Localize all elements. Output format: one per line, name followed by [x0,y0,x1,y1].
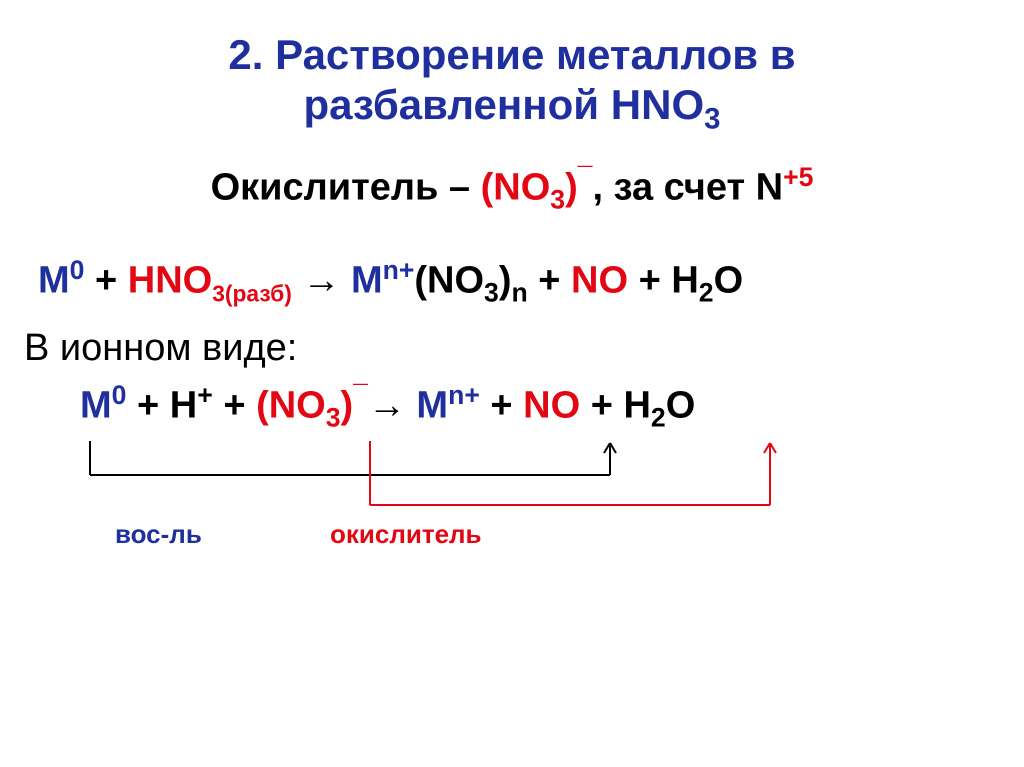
eq1-no3-n: n [511,278,527,308]
title-line2: разбавленной HNO [304,81,705,128]
eq2-no3-close: ) [341,384,354,426]
oxidizer-formula-sup: ¯ [578,162,593,192]
oxidizer-tail: за счет N [614,167,784,209]
oxidizer-definition: Окислитель – (NO3)¯, за счет N+5 [20,162,1004,215]
eq2-mn-sup: n+ [448,380,480,410]
eq1-plus3: + H [628,260,699,302]
oxidizer-comma: , [592,167,613,209]
eq2-h2o-o: O [666,384,696,426]
eq2-plus1: + H [137,384,197,426]
oxidizer-formula-open: (NO [481,167,551,209]
title-line1: 2. Растворение металлов в [228,31,795,78]
oxidizer-formula-sub: 3 [550,184,565,214]
eq1-m: M [38,260,70,302]
ionic-label: В ионном виде: [20,327,1004,370]
label-reducer: вос-ль [115,519,202,550]
eq1-h2o-2: 2 [699,278,714,308]
title-sub: 3 [704,103,720,136]
equation-ionic: M0 + H+ + (NO3)¯→ Mn+ + NO + H2O [20,380,1004,433]
oxidizer-formula-close: ) [565,167,578,209]
eq1-no3-close: ) [499,260,512,302]
eq2-plus4: + H [580,384,651,426]
eq2-no3-open: (NO [256,384,326,426]
eq2-arrow: → [368,384,417,426]
eq1-hno-sub: 3(разб) [212,281,292,307]
slide-title: 2. Растворение металлов в разбавленной H… [20,30,1004,137]
eq1-no3-sub: 3 [484,278,499,308]
eq2-h2o-2: 2 [651,402,666,432]
eq1-mn: M [351,260,383,302]
eq2-m-sup: 0 [112,380,127,410]
eq2-sp1 [126,384,137,426]
eq2-no: NO [523,384,580,426]
eq1-no: NO [571,260,628,302]
label-oxidizer: окислитель [330,519,482,550]
equation-molecular: M0 + HNO3(разб) → Mn+(NO3)n + NO + H2O [20,255,1004,308]
eq1-plus1: + [84,260,127,302]
eq2-m: M [80,384,112,426]
eq1-arrow: → [292,260,351,302]
oxidizer-lead: Окислитель – [211,167,481,209]
eq2-mn: M [416,384,448,426]
eq2-h-sup: + [197,380,213,410]
eq2-plus3: + [480,384,523,426]
eq1-mn-sup: n+ [383,255,415,285]
eq2-plus2: + [223,384,256,426]
eq2-no3-sup: ¯ [353,380,368,410]
eq2-sp2 [213,384,224,426]
bracket-diagram: вос-ль окислитель [20,441,1004,561]
eq1-hno: HNO [128,260,212,302]
eq1-m-sup: 0 [70,255,85,285]
oxidizer-tail-sup: +5 [783,162,813,192]
eq1-no3-open: (NO [414,260,484,302]
eq1-h2o-o: O [714,260,744,302]
eq2-no3-sub: 3 [326,402,341,432]
bracket-svg [80,441,980,551]
eq1-plus2: + [528,260,571,302]
